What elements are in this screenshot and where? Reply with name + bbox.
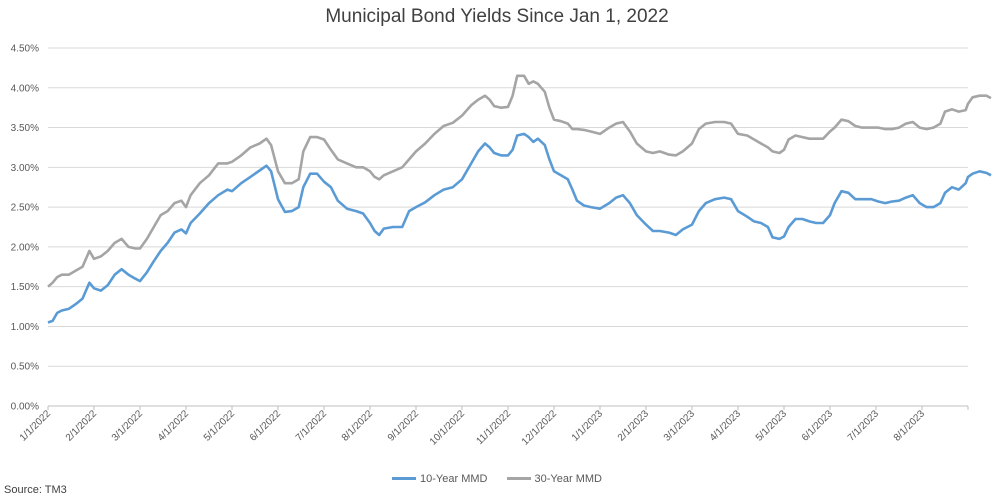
legend: 10-Year MMD 30-Year MMD xyxy=(0,471,994,485)
chart-title: Municipal Bond Yields Since Jan 1, 2022 xyxy=(325,6,669,27)
x-tick-label: 10/1/2022 xyxy=(428,408,468,448)
x-tick-label: 2/1/2023 xyxy=(616,408,652,444)
source-note: Source: TM3 xyxy=(4,484,67,496)
x-tick-label: 11/1/2022 xyxy=(474,408,513,447)
legend-item-30-year: 30-Year MMD xyxy=(506,472,602,485)
y-tick-label: 0.50% xyxy=(11,362,39,373)
x-tick-label: 1/1/2023 xyxy=(570,408,606,444)
y-tick-label: 2.50% xyxy=(11,203,39,214)
y-tick-label: 0.00% xyxy=(11,402,39,413)
legend-item-10-year: 10-Year MMD xyxy=(392,473,487,485)
x-tick-label: 7/1/2023 xyxy=(846,408,882,444)
x-tick-label: 1/1/2022 xyxy=(18,408,54,444)
x-tick-label: 12/1/2022 xyxy=(520,408,560,448)
x-axis xyxy=(47,405,969,410)
legend-label-10-year: 10-Year MMD xyxy=(420,472,488,485)
y-axis-tick-labels: 0.00% 0.50% 1.00% 1.50% 2.00% 2.50% 3.00% 3.50%… xyxy=(11,44,39,413)
y-tick-label: 4.00% xyxy=(11,83,39,94)
x-tick-label: 6/1/2023 xyxy=(800,408,836,444)
x-tick-label: 4/1/2023 xyxy=(708,408,744,444)
x-tick-label: 8/1/2023 xyxy=(892,408,928,444)
series-lines xyxy=(47,74,992,324)
y-tick-label: 1.50% xyxy=(11,282,39,293)
y-tick-label: 1.00% xyxy=(11,322,39,333)
x-tick-label: 6/1/2022 xyxy=(248,408,284,444)
x-tick-label: 7/1/2022 xyxy=(294,408,330,444)
series-line-30-year-mmd xyxy=(47,74,992,288)
legend-swatch-30-year xyxy=(506,477,531,480)
x-tick-label: 5/1/2023 xyxy=(754,408,790,444)
x-tick-label: 3/1/2023 xyxy=(662,408,698,444)
x-tick-label: 9/1/2022 xyxy=(386,408,422,444)
x-tick-label: 5/1/2022 xyxy=(202,408,238,444)
x-tick-label: 8/1/2022 xyxy=(340,408,376,444)
y-tick-label: 3.00% xyxy=(11,163,39,174)
series-line-10-year-mmd xyxy=(47,132,992,324)
y-tick-label: 3.50% xyxy=(11,123,39,134)
legend-label-30-year: 30-Year MMD xyxy=(534,472,602,485)
y-tick-label: 2.00% xyxy=(11,242,39,253)
x-tick-label: 4/1/2022 xyxy=(156,408,192,444)
x-tick-label: 3/1/2022 xyxy=(110,408,146,444)
y-tick-label: 4.50% xyxy=(11,44,39,55)
x-axis-tick-labels: 1/1/2022 2/1/2022 3/1/2022 4/1/2022 5/1/2022… xyxy=(18,408,928,448)
legend-swatch-10-year xyxy=(392,477,417,480)
x-tick-label: 2/1/2022 xyxy=(64,408,100,444)
gridlines xyxy=(48,47,968,367)
